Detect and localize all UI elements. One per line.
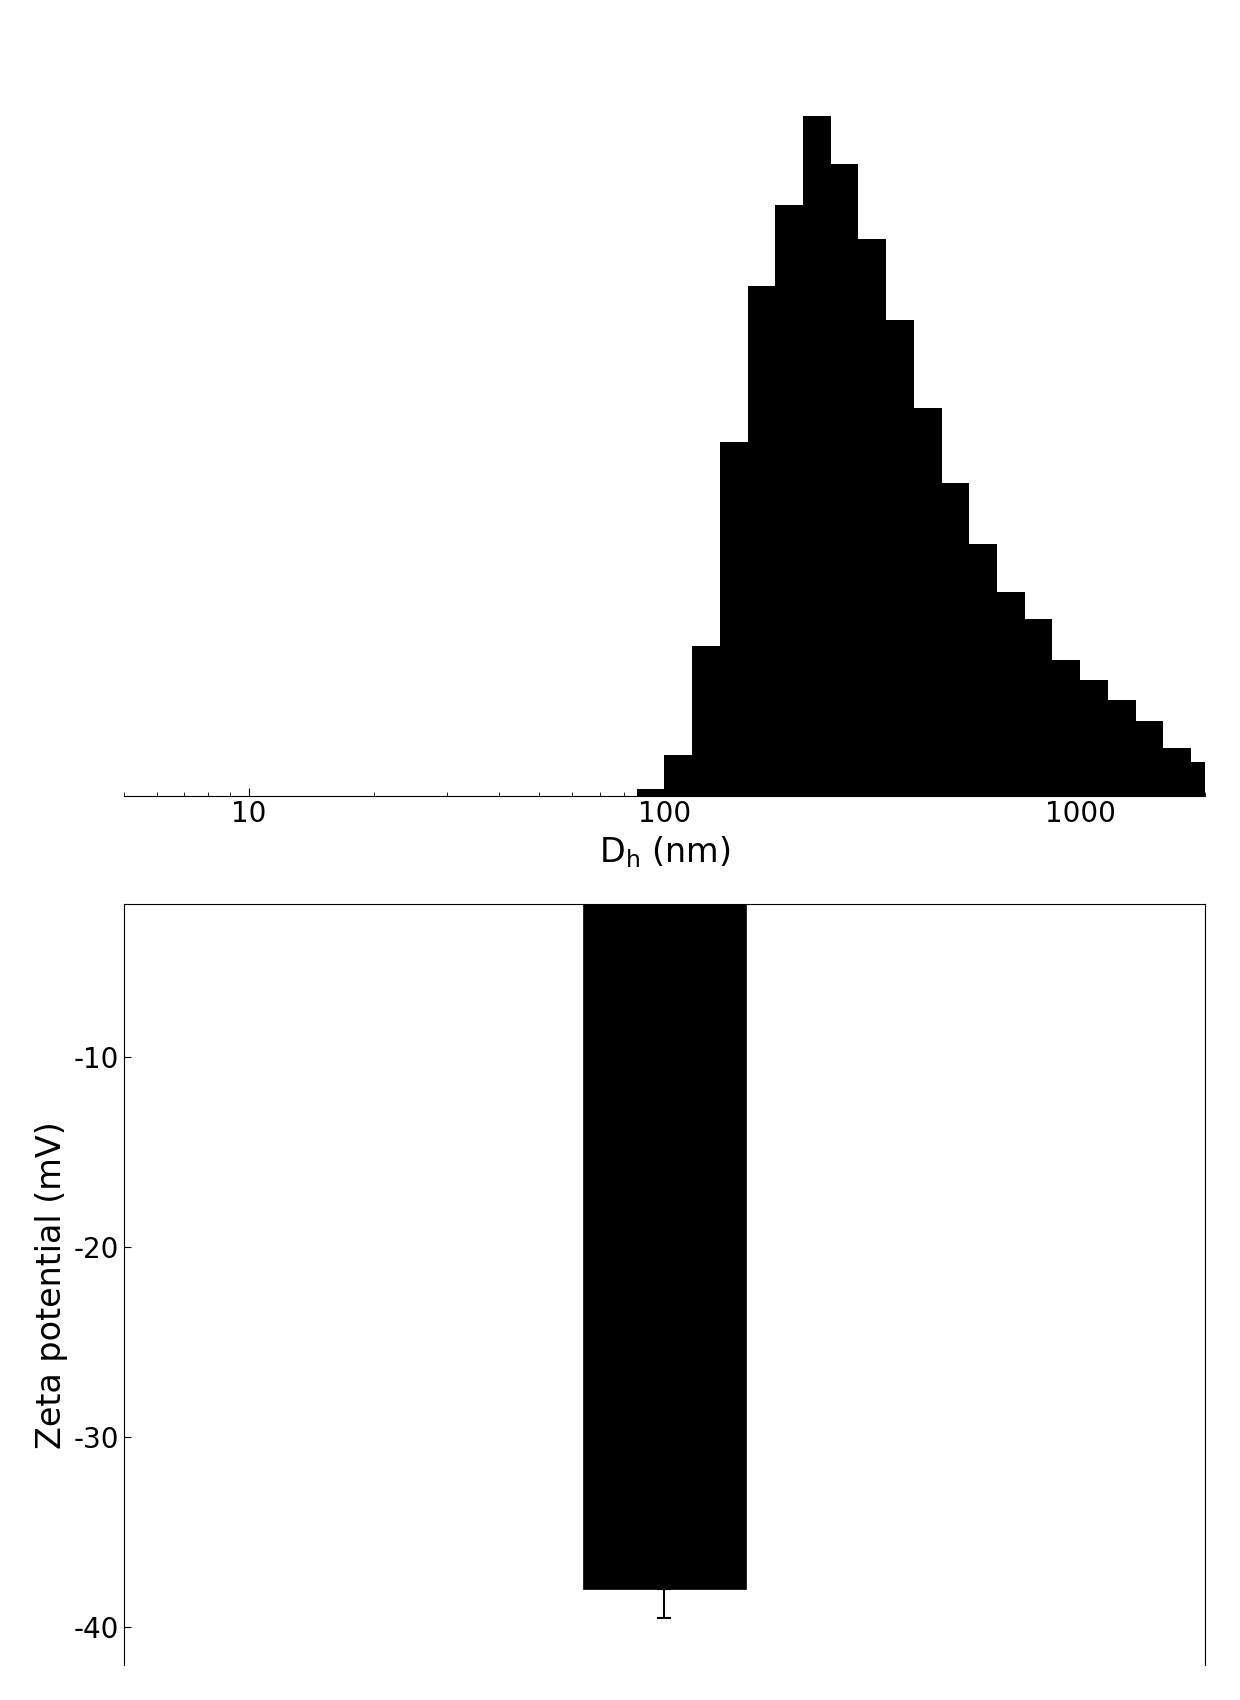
Bar xyxy=(1107,700,1136,796)
Bar xyxy=(1190,762,1219,796)
Bar xyxy=(997,592,1024,796)
Bar xyxy=(1136,721,1163,796)
Bar xyxy=(775,204,804,796)
Bar xyxy=(914,408,941,796)
Bar xyxy=(665,755,692,796)
Bar xyxy=(831,163,858,796)
Bar xyxy=(720,442,748,796)
Bar xyxy=(970,544,997,796)
Bar xyxy=(1163,748,1190,796)
Bar xyxy=(1024,619,1053,796)
Bar xyxy=(1080,680,1107,796)
Bar xyxy=(941,483,970,796)
Bar xyxy=(1053,660,1080,796)
Bar xyxy=(887,320,914,796)
Bar xyxy=(748,286,775,796)
Y-axis label: Zeta potential (mV): Zeta potential (mV) xyxy=(35,1120,68,1448)
Bar xyxy=(858,238,887,796)
Bar xyxy=(804,116,831,796)
Bar xyxy=(692,646,720,796)
Bar xyxy=(637,789,665,796)
Bar xyxy=(583,867,745,1590)
X-axis label: $\mathregular{D_h}$ (nm): $\mathregular{D_h}$ (nm) xyxy=(599,835,730,870)
Bar xyxy=(1219,779,1240,796)
